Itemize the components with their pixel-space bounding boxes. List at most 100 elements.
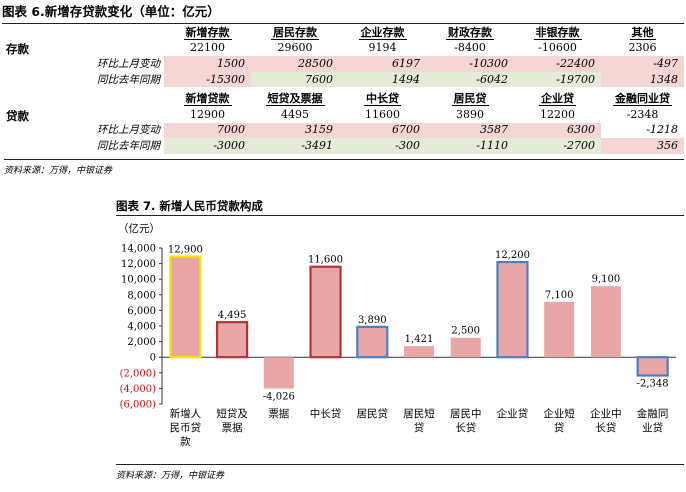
category-label: 企业中 <box>590 407 622 420</box>
bar-4 <box>356 325 389 359</box>
category-label: 贷 <box>414 421 425 434</box>
loans-value-cell: 12900 <box>190 107 225 121</box>
deposits-yoy-row: 同比去年同期 -15300 7600 1494 -6042 -19700 1348 <box>2 71 684 88</box>
loans-mom-cell: -1218 <box>601 122 684 139</box>
figure7-title: 图表 7. 新增人民币贷款构成 <box>116 198 684 216</box>
loans-col-header: 居民贷 <box>426 91 514 107</box>
bar-value-label: 3,890 <box>358 315 387 326</box>
deposits-value-cell: 22100 <box>190 41 225 55</box>
bar-7 <box>496 260 529 359</box>
table6-source: 资料来源：万得，中银证券 <box>4 159 684 176</box>
loans-yoy-cell: 356 <box>601 138 684 154</box>
deposits-mom-row: 环比上月变动 1500 28500 6197 -10300 -22400 -497 <box>2 56 684 72</box>
category-label: 金融同 <box>637 407 669 420</box>
category-label: 票据 <box>222 421 243 434</box>
category-label: 短贷及 <box>216 407 248 420</box>
y-tick-label: 0 <box>150 353 156 364</box>
y-tick-label: (6,000) <box>120 400 157 411</box>
y-tick-label: (4,000) <box>120 384 157 395</box>
y-tick-label: 4,000 <box>127 322 156 333</box>
header-text: 中长贷 <box>364 92 401 107</box>
deposits-value-cell: 29600 <box>277 41 313 55</box>
y-tick-label: 6,000 <box>127 306 156 317</box>
loans-value-cell: 12200 <box>540 107 575 121</box>
figure7-source: 资料来源：万得，中银证券 <box>116 464 684 481</box>
bar-value-label: 7,100 <box>545 290 574 301</box>
y-tick-label: (2,000) <box>120 368 157 379</box>
header-text: 新增贷款 <box>183 92 232 107</box>
deposits-col-header: 非银存款 <box>514 25 601 41</box>
deposits-mom-cell: 6197 <box>339 56 426 72</box>
loans-value-cell: 3890 <box>456 107 484 121</box>
y-unit-label: （亿元） <box>118 222 160 235</box>
deposits-mom-cell: 1500 <box>164 56 251 72</box>
deposits-value-row: 22100 29600 9194 -8400 -10600 2306 <box>2 41 684 57</box>
deposits-col-header: 居民存款 <box>251 25 339 41</box>
category-label: 款 <box>180 435 191 448</box>
deposits-yoy-cell: -15300 <box>164 71 251 88</box>
loans-mom-cell: 6700 <box>339 122 426 139</box>
loans-mom-cell: 3159 <box>251 122 339 139</box>
category-label: 长贷 <box>455 421 476 434</box>
category-label: 居民贷 <box>357 407 389 420</box>
bar-3 <box>309 265 342 359</box>
deposits-yoy-cell: -6042 <box>426 71 514 88</box>
loans-yoy-cell: -2700 <box>514 138 601 154</box>
bar-value-label: 1,421 <box>405 334 434 345</box>
loans-section-label: 贷款 <box>6 108 29 123</box>
category-label: 居民短 <box>403 407 435 420</box>
bar-6 <box>450 337 481 358</box>
y-tick-label: 2,000 <box>127 337 156 348</box>
header-text: 企业贷 <box>539 92 576 107</box>
header-text: 金融同业贷 <box>613 92 672 107</box>
deposits-yoy-cell: 7600 <box>251 71 339 88</box>
loans-mom-cell: 3587 <box>426 122 514 139</box>
bar-value-label: 2,500 <box>451 326 480 337</box>
deposits-col-header: 财政存款 <box>426 25 514 41</box>
bar-8 <box>544 301 575 358</box>
loans-header-row: 贷款 新增贷款 短贷及票据 中长贷 居民贷 企业贷 金融同业贷 <box>2 91 684 123</box>
loans-mom-cell: 7000 <box>164 122 251 139</box>
deposits-header-row: 存款 新增存款 居民存款 企业存款 财政存款 非银存款 其他 <box>2 25 684 56</box>
deposits-col-header: 其他 <box>601 25 684 41</box>
header-text: 其他 <box>629 25 656 40</box>
deposits-mom-label: 环比上月变动 <box>97 57 160 70</box>
loans-mom-row: 环比上月变动 7000 3159 6700 3587 6300 -1218 <box>2 122 684 139</box>
bar-9 <box>590 286 621 358</box>
header-text: 企业存款 <box>358 25 407 40</box>
deposits-col-header: 企业存款 <box>339 25 426 41</box>
deposits-mom-cell: -10300 <box>426 56 514 72</box>
bar-value-label: -4,026 <box>263 392 295 403</box>
category-label: 民币贷 <box>170 421 202 434</box>
bar-value-label: 12,900 <box>168 245 203 256</box>
category-label: 中长贷 <box>310 407 342 420</box>
bar-value-label: 11,600 <box>308 255 343 266</box>
loans-col-header: 企业贷 <box>514 91 601 107</box>
y-tick-label: 12,000 <box>121 259 156 270</box>
loans-value-row: 12900 4495 11600 3890 12200 -2348 <box>2 107 684 123</box>
bar-10 <box>636 356 669 377</box>
loans-col-header: 新增贷款 <box>164 91 251 107</box>
deposits-value-cell: -8400 <box>454 41 486 55</box>
category-label: 贷 <box>554 421 565 434</box>
loans-mom-label: 环比上月变动 <box>97 124 160 137</box>
deposits-yoy-cell: 1494 <box>339 71 426 88</box>
bar-1 <box>215 321 249 359</box>
header-text: 居民存款 <box>271 25 319 40</box>
bar-2 <box>263 357 294 389</box>
header-text: 新增存款 <box>183 25 232 40</box>
deposits-yoy-cell: 1348 <box>601 71 684 88</box>
category-label: 长贷 <box>595 421 616 434</box>
loans-col-header: 短贷及票据 <box>251 91 339 107</box>
loans-value-cell: 11600 <box>365 107 400 121</box>
header-text: 短贷及票据 <box>265 92 325 107</box>
deposits-yoy-label: 同比去年同期 <box>97 73 160 86</box>
category-label: 企业短 <box>543 407 575 420</box>
deposits-value-cell: -10600 <box>538 41 577 55</box>
y-tick-label: 8,000 <box>127 290 156 301</box>
deposits-value-cell: 2306 <box>628 41 657 55</box>
loans-yoy-cell: -1110 <box>426 138 514 154</box>
loans-yoy-cell: -300 <box>339 138 426 154</box>
loans-yoy-cell: -3000 <box>164 138 251 154</box>
bar-value-label: -2,348 <box>637 379 669 390</box>
